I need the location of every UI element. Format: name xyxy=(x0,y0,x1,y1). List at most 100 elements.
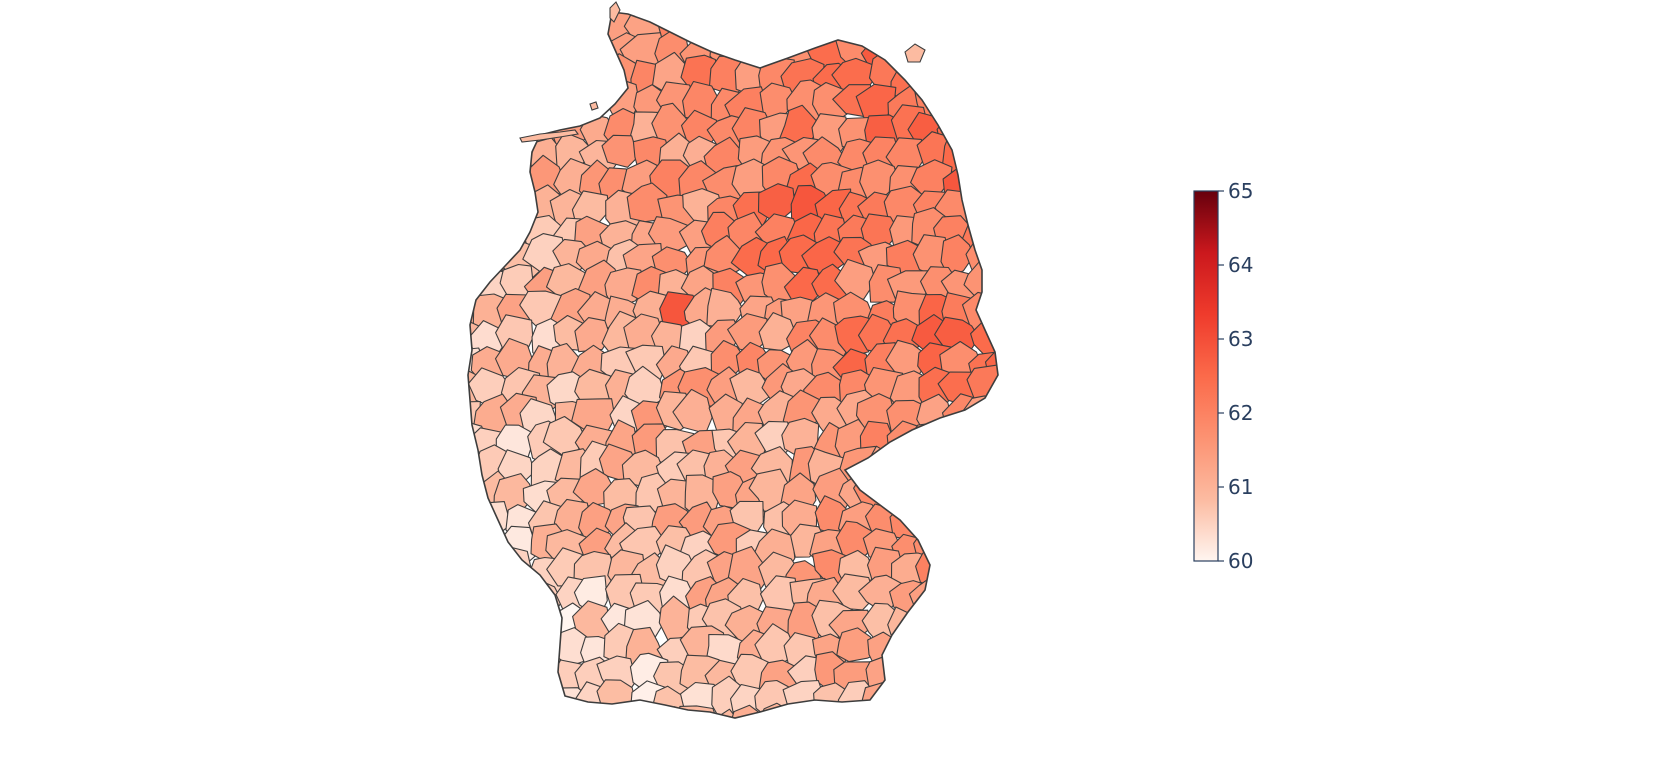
district-region[interactable] xyxy=(989,314,1031,354)
district-region[interactable] xyxy=(986,467,1027,513)
district-region[interactable] xyxy=(964,426,1005,469)
district-region[interactable] xyxy=(941,0,986,25)
district-region[interactable] xyxy=(806,700,851,744)
district-region[interactable] xyxy=(498,107,539,152)
district-region[interactable] xyxy=(446,238,486,284)
district-region[interactable] xyxy=(912,734,954,757)
district-region[interactable] xyxy=(940,523,982,565)
district-region[interactable] xyxy=(886,444,930,490)
district-region[interactable] xyxy=(574,317,611,353)
district-region[interactable] xyxy=(449,581,491,621)
district-region[interactable] xyxy=(943,571,982,619)
district-region[interactable] xyxy=(961,580,1009,617)
district-region[interactable] xyxy=(653,731,689,757)
district-region[interactable] xyxy=(836,627,878,663)
district-region[interactable] xyxy=(889,657,933,698)
district-region[interactable] xyxy=(935,32,978,78)
district-region[interactable] xyxy=(421,10,458,44)
district-region[interactable] xyxy=(993,295,1038,340)
district-region[interactable] xyxy=(889,499,932,543)
district-region[interactable] xyxy=(993,213,1032,258)
district-region[interactable] xyxy=(786,710,828,748)
district-region[interactable] xyxy=(550,33,590,70)
district-region[interactable] xyxy=(890,11,932,49)
district-region[interactable] xyxy=(448,709,488,749)
district-region[interactable] xyxy=(496,546,533,590)
district-region[interactable] xyxy=(415,244,453,281)
district-region[interactable] xyxy=(967,728,1003,757)
district-region[interactable] xyxy=(498,680,537,722)
district-region[interactable] xyxy=(962,550,1006,590)
district-region[interactable] xyxy=(622,0,665,14)
district-region[interactable] xyxy=(860,701,903,744)
district-region[interactable] xyxy=(574,0,616,23)
district-region[interactable] xyxy=(444,733,480,757)
district-region[interactable] xyxy=(467,215,510,254)
district-region[interactable] xyxy=(548,732,591,757)
district-region[interactable] xyxy=(554,5,590,44)
district-region[interactable] xyxy=(529,10,565,45)
district-region[interactable] xyxy=(967,166,1006,206)
district-region[interactable] xyxy=(994,191,1036,234)
district-region[interactable] xyxy=(473,109,510,146)
district-region[interactable] xyxy=(988,264,1032,300)
district-region[interactable] xyxy=(916,55,960,101)
district-region[interactable] xyxy=(421,451,466,489)
district-region[interactable] xyxy=(939,425,982,469)
district-region[interactable] xyxy=(988,415,1029,458)
district-region[interactable] xyxy=(712,8,751,48)
district-region[interactable] xyxy=(415,366,457,411)
district-region[interactable] xyxy=(1000,372,1038,414)
district-region[interactable] xyxy=(478,79,514,121)
district-region[interactable] xyxy=(659,706,700,748)
district-region[interactable] xyxy=(444,114,482,155)
district-region[interactable] xyxy=(440,623,481,669)
district-region[interactable] xyxy=(471,135,514,174)
district-region[interactable] xyxy=(423,708,460,752)
district-region[interactable] xyxy=(727,0,775,22)
district-region[interactable] xyxy=(989,54,1029,96)
district-region[interactable] xyxy=(680,743,720,757)
district-region[interactable] xyxy=(415,0,454,22)
district-region[interactable] xyxy=(779,0,820,20)
district-region[interactable] xyxy=(991,686,1026,723)
district-region[interactable] xyxy=(417,550,461,595)
district-region[interactable] xyxy=(944,603,988,648)
district-region[interactable] xyxy=(965,194,1007,231)
district-region[interactable] xyxy=(987,602,1030,643)
district-region[interactable] xyxy=(918,688,957,726)
district-region[interactable] xyxy=(498,580,541,613)
district-region[interactable] xyxy=(469,702,512,746)
district-region[interactable] xyxy=(971,470,1011,511)
district-region[interactable] xyxy=(438,53,484,102)
district-region[interactable] xyxy=(416,624,457,666)
district-region[interactable] xyxy=(963,130,1001,175)
district-region[interactable] xyxy=(961,5,1007,44)
district-region[interactable] xyxy=(418,83,463,127)
district-region[interactable] xyxy=(447,530,485,572)
district-region[interactable] xyxy=(988,163,1032,205)
district-region[interactable] xyxy=(425,584,465,624)
district-region[interactable] xyxy=(942,448,976,491)
district-region[interactable] xyxy=(421,655,462,697)
district-region[interactable] xyxy=(445,166,484,208)
district-region[interactable] xyxy=(423,113,459,157)
district-region[interactable] xyxy=(679,4,722,42)
district-region[interactable] xyxy=(989,570,1034,610)
district-region[interactable] xyxy=(992,391,1036,438)
district-region[interactable] xyxy=(733,29,770,66)
district-region[interactable] xyxy=(420,265,461,305)
district-region[interactable] xyxy=(499,632,537,672)
district-region[interactable] xyxy=(991,139,1027,182)
district-region[interactable] xyxy=(910,0,950,20)
district-region[interactable] xyxy=(474,576,516,616)
district-region[interactable] xyxy=(469,51,509,94)
district-region[interactable] xyxy=(937,59,978,105)
district-region[interactable] xyxy=(941,89,987,129)
district-region[interactable] xyxy=(544,87,589,128)
district-region[interactable] xyxy=(889,704,929,745)
district-region[interactable] xyxy=(961,0,998,24)
district-region[interactable] xyxy=(473,158,516,198)
district-region[interactable] xyxy=(987,449,1034,491)
district-region[interactable] xyxy=(918,469,961,513)
